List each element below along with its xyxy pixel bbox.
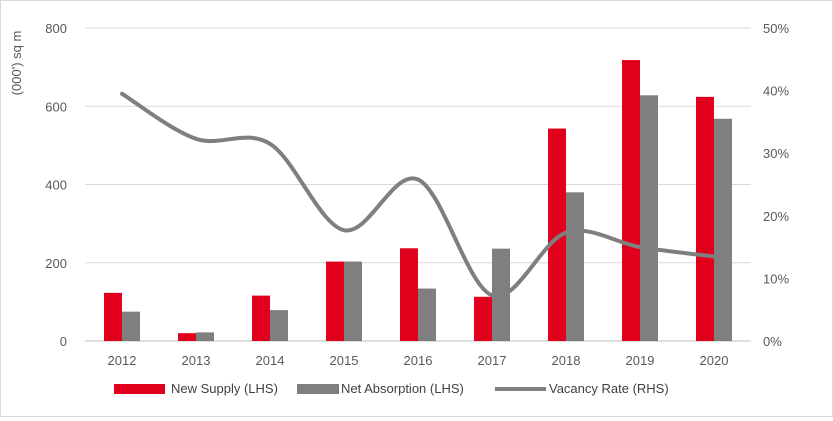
legend: New Supply (LHS) Net Absorption (LHS) Va… — [114, 381, 669, 396]
bar-new-supply — [400, 248, 418, 341]
bar-net-absorption — [122, 311, 140, 341]
vacancy-rate-point — [491, 294, 493, 296]
vacancy-line-layer — [120, 91, 716, 299]
left-tick-label: 0 — [60, 334, 67, 349]
x-tick-label: 2020 — [700, 353, 729, 368]
bar-net-absorption — [566, 192, 584, 341]
vacancy-rate-point — [639, 246, 641, 248]
bar-net-absorption — [640, 95, 658, 341]
vacancy-rate-point — [343, 229, 345, 231]
bar-net-absorption — [196, 332, 214, 341]
vacancy-rate-point — [121, 93, 123, 95]
x-tick-label: 2019 — [626, 353, 655, 368]
left-tick-label: 800 — [45, 21, 67, 36]
vacancy-rate-point — [713, 255, 715, 257]
right-tick-label: 30% — [763, 146, 789, 161]
x-tick-label: 2015 — [330, 353, 359, 368]
right-axis-ticks: 0% 10% 20% 30% 40% 50% — [763, 21, 789, 349]
right-tick-label: 40% — [763, 84, 789, 99]
vacancy-rate-point — [565, 232, 567, 234]
bar-new-supply — [178, 333, 196, 341]
x-tick-label: 2016 — [404, 353, 433, 368]
x-tick-label: 2012 — [108, 353, 137, 368]
vacancy-rate-point — [269, 143, 271, 145]
bar-new-supply — [474, 296, 492, 341]
x-axis-ticks: 2012 2013 2014 2015 2016 2017 2018 2019 2020 — [108, 353, 729, 368]
legend-label-vacancy-rate: Vacancy Rate (RHS) — [549, 381, 669, 396]
bar-new-supply — [326, 261, 344, 341]
bar-net-absorption — [344, 261, 362, 341]
x-tick-label: 2018 — [552, 353, 581, 368]
bar-net-absorption — [270, 310, 288, 341]
right-tick-label: 50% — [763, 21, 789, 36]
x-tick-label: 2013 — [182, 353, 211, 368]
legend-swatch-net-absorption — [297, 384, 339, 394]
bar-new-supply — [622, 60, 640, 342]
right-tick-label: 20% — [763, 209, 789, 224]
left-tick-label: 400 — [45, 178, 67, 193]
legend-label-net-absorption: Net Absorption (LHS) — [341, 381, 464, 396]
x-tick-label: 2014 — [256, 353, 285, 368]
bars — [104, 60, 732, 342]
legend-swatch-new-supply — [114, 384, 165, 394]
bar-new-supply — [252, 295, 270, 341]
right-tick-label: 0% — [763, 334, 782, 349]
vacancy-rate-point — [195, 138, 197, 140]
bar-net-absorption — [714, 118, 732, 342]
bar-new-supply — [696, 96, 714, 341]
vacancy-rate-point — [417, 178, 419, 180]
legend-label-new-supply: New Supply (LHS) — [171, 381, 278, 396]
left-tick-label: 200 — [45, 256, 67, 271]
right-tick-label: 10% — [763, 271, 789, 286]
left-axis-ticks: 0 200 400 600 800 — [45, 21, 67, 349]
bar-new-supply — [104, 292, 122, 341]
x-tick-label: 2017 — [478, 353, 507, 368]
y-axis-label: (000') sq m — [9, 31, 24, 96]
left-tick-label: 600 — [45, 99, 67, 114]
bar-net-absorption — [418, 288, 436, 341]
bar-new-supply — [548, 128, 566, 341]
